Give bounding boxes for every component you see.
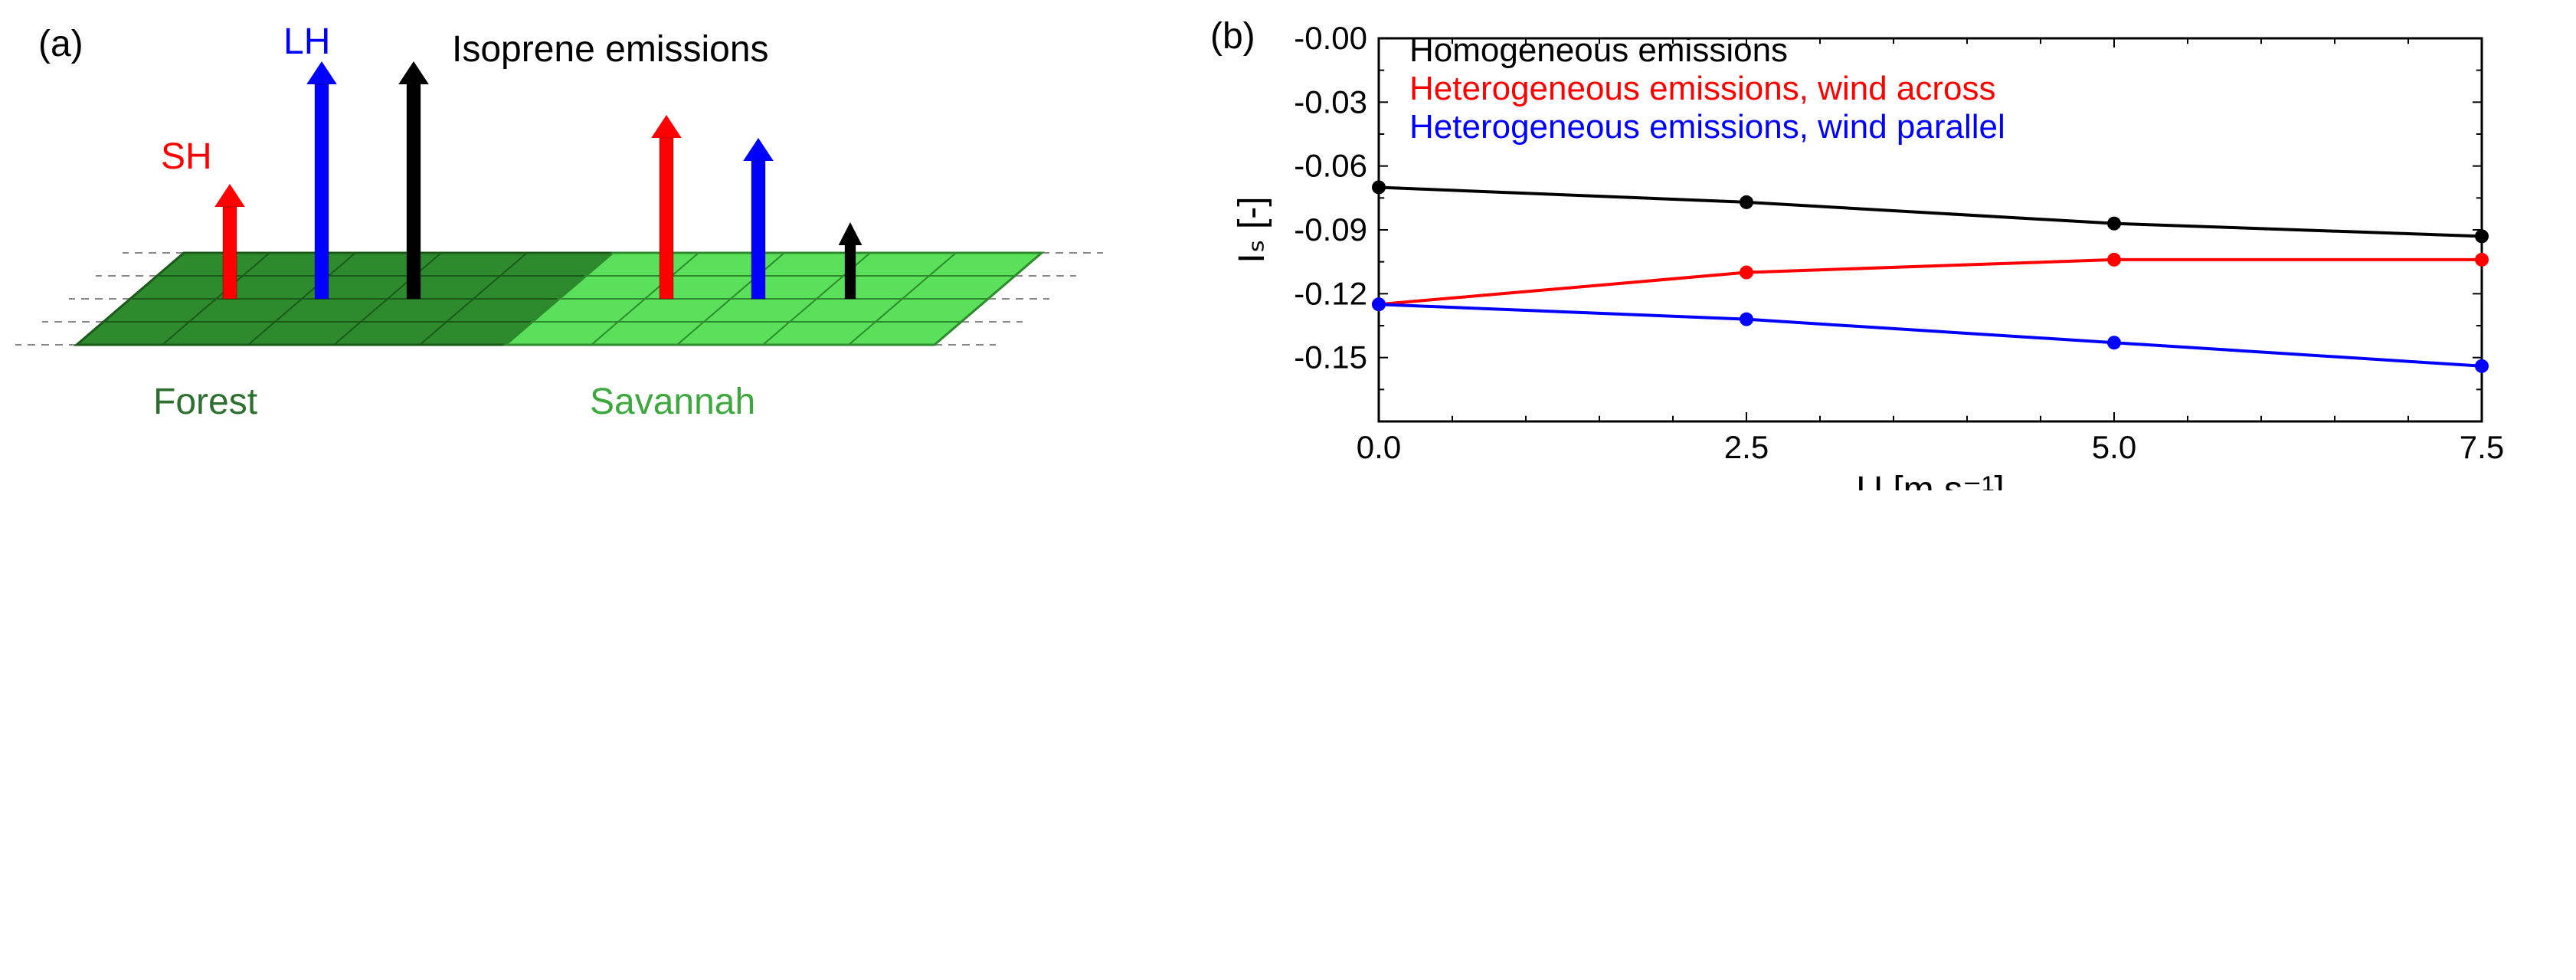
xtick-label: 7.5 <box>2460 429 2504 465</box>
xtick-label: 2.5 <box>1724 429 1769 465</box>
ytick-label: -0.09 <box>1294 211 1367 247</box>
xtick-label: 5.0 <box>2092 429 2136 465</box>
ylabel: Iₛ [-] <box>1232 196 1272 263</box>
arrow-label-Isoprene: Isoprene emissions <box>452 29 769 70</box>
series-marker <box>1372 297 1386 311</box>
series-marker <box>1740 266 1753 280</box>
ytick-label: -0.00 <box>1294 20 1367 56</box>
legend-item: Heterogeneous emissions, wind across <box>1409 70 1996 107</box>
grid-label: Forest <box>153 382 257 422</box>
arrow-SH <box>223 207 237 299</box>
series-marker <box>1372 180 1386 194</box>
panel-b-chart: -0.00 -0.03 -0.06 -0.09 -0.12 -0.15 0.0 2.5 5.0 7… <box>1210 15 2528 490</box>
series-marker <box>2475 359 2489 373</box>
series-marker <box>1740 195 1753 209</box>
ytick-label: -0.06 <box>1294 148 1367 184</box>
arrow-label-LH: LH <box>283 21 330 62</box>
series-marker <box>2107 217 2121 231</box>
legend-item: Homogeneous emissions <box>1409 31 1788 69</box>
series-marker <box>2107 253 2121 267</box>
ytick-label: -0.15 <box>1294 339 1367 375</box>
arrow-Isoprene <box>407 84 421 299</box>
legend-item: Heterogeneous emissions, wind parallel <box>1409 108 2005 146</box>
series-marker <box>2475 253 2489 267</box>
arrow-SH2 <box>660 138 673 299</box>
grid-label: Savannah <box>590 382 755 422</box>
arrow-Iso2 <box>845 245 856 299</box>
arrow-label-SH: SH <box>161 136 212 177</box>
series-marker <box>2107 336 2121 349</box>
panel-b: (b) -0.00-0.03-0.06-0.09-0.12-0.150.02.5… <box>1210 15 2528 490</box>
panel-a: (a) ForestSavannahSHLHIsoprene emissions <box>15 15 1164 490</box>
xtick-label: 0.0 <box>1357 429 1401 465</box>
arrow-LH <box>315 84 329 299</box>
ytick-label: -0.12 <box>1294 275 1367 311</box>
ytick-label: -0.03 <box>1294 84 1367 120</box>
series-marker <box>2475 229 2489 243</box>
xlabel: U [m s⁻¹] <box>1856 470 2004 490</box>
series-marker <box>1740 313 1753 326</box>
arrow-LH2 <box>751 161 765 299</box>
panel-a-diagram: Forest Savannah SH LH Isoprene emissions <box>15 15 1164 490</box>
